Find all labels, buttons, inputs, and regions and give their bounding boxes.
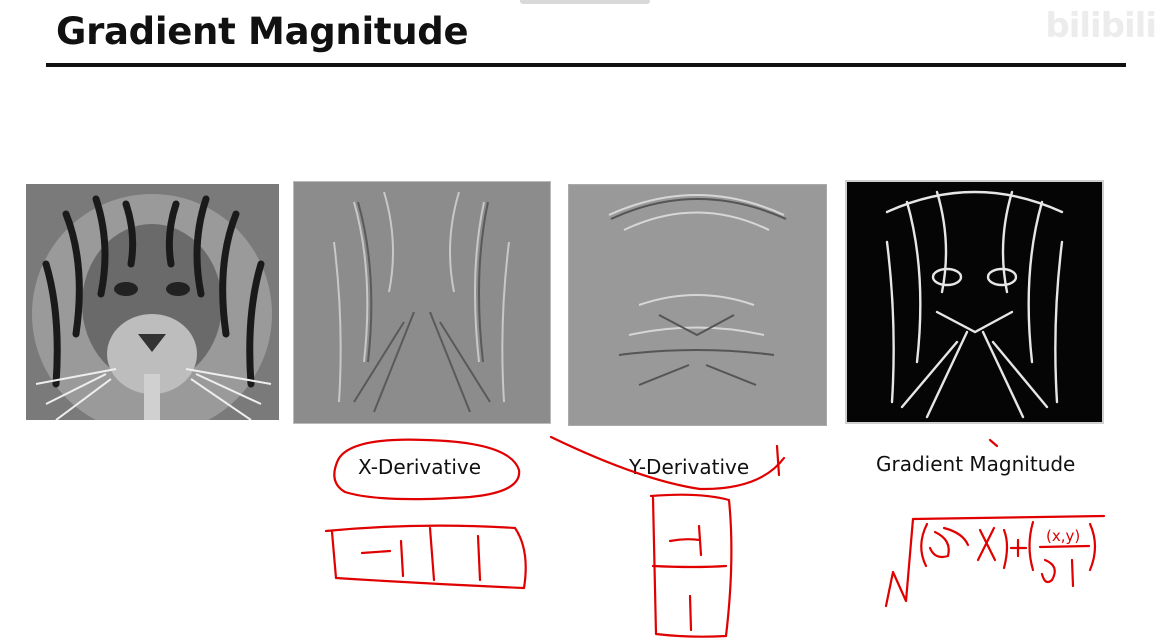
y-kernel-box <box>649 493 733 638</box>
x-kernel-box <box>324 524 527 590</box>
y-derivative-image <box>568 184 827 426</box>
bilibili-watermark-logo: bilibili <box>1045 6 1157 46</box>
caption-y-derivative: Y-Derivative <box>629 455 750 479</box>
caption-gradient-magnitude: Gradient Magnitude <box>876 452 1076 476</box>
window-top-tab <box>520 0 650 4</box>
formula-xy-label: (x,y) <box>1046 527 1080 545</box>
tiger-original-image <box>26 184 279 420</box>
slide-title: Gradient Magnitude <box>56 10 469 53</box>
x-derivative-image <box>293 181 551 424</box>
caption-x-derivative: X-Derivative <box>358 455 482 479</box>
sqrt-formula <box>884 514 1106 608</box>
gradient-magnitude-image <box>845 180 1104 424</box>
title-underline <box>46 63 1126 67</box>
